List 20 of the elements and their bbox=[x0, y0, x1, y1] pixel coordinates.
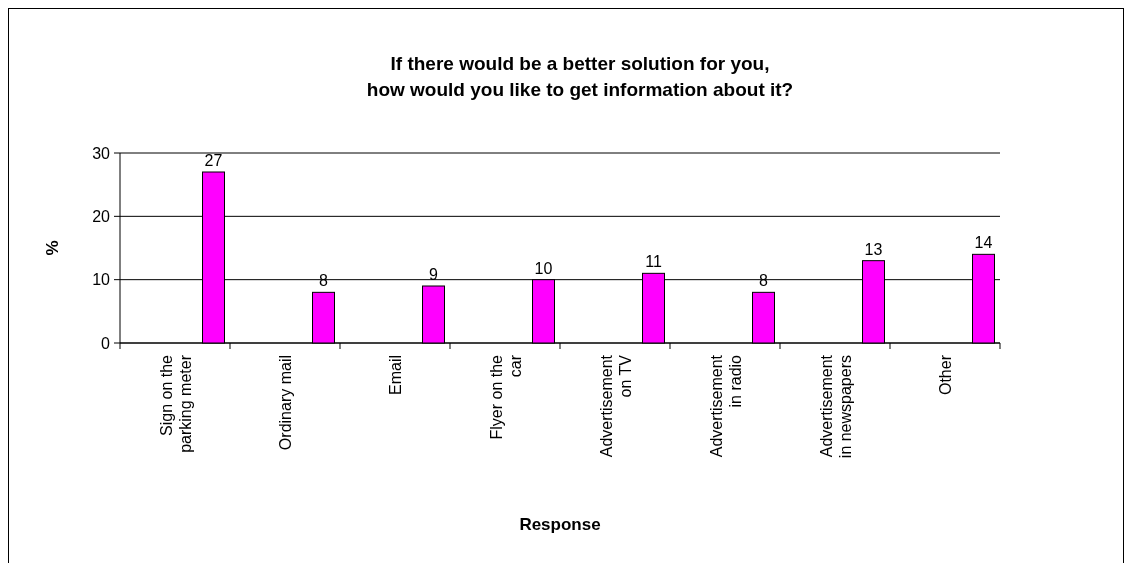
data-label: 13 bbox=[864, 240, 883, 258]
x-axis-title: Response bbox=[519, 515, 601, 534]
data-label: 11 bbox=[645, 253, 662, 271]
x-tick-label: Ordinary mail bbox=[277, 355, 294, 451]
y-tick-label: 30 bbox=[92, 144, 111, 162]
x-tick-label: Sign on the parking meter bbox=[157, 354, 194, 453]
data-label: 14 bbox=[974, 234, 993, 252]
x-tick-label: Advertisement in radio bbox=[707, 354, 744, 458]
y-tick-label: 0 bbox=[101, 334, 111, 352]
y-tick-label: 10 bbox=[92, 271, 111, 289]
y-tick-label: 20 bbox=[92, 207, 111, 225]
y-axis-title: % bbox=[43, 240, 62, 256]
data-label: 9 bbox=[429, 266, 439, 283]
data-label: 10 bbox=[534, 259, 553, 277]
data-label: 27 bbox=[204, 152, 223, 169]
chart-title: If there would be a better solution for you, how would you like to get information about it? bbox=[366, 53, 794, 100]
x-tick-label: Email bbox=[387, 355, 404, 396]
x-tick-label: Flyer on the car bbox=[487, 354, 524, 440]
x-tick-label: Advertisement on TV bbox=[597, 354, 634, 458]
x-tick-label: Other bbox=[937, 354, 954, 396]
